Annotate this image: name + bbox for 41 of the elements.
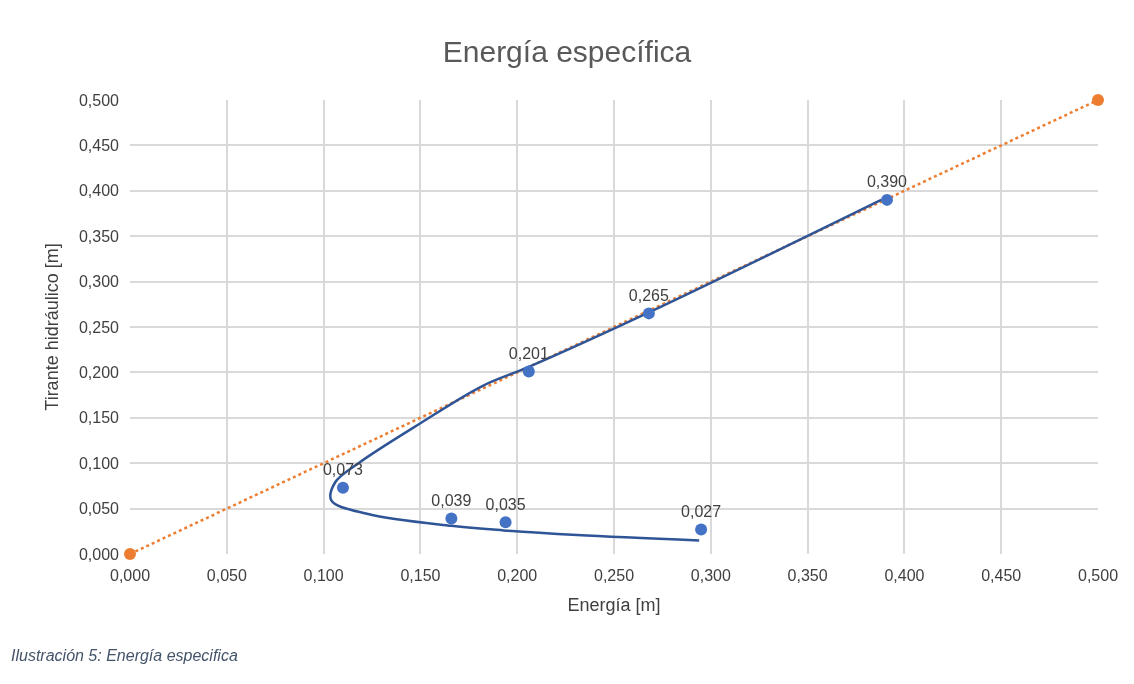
data-label: 0,027 [681,502,722,520]
x-tick-label: 0,400 [884,567,925,584]
data-label: 0,035 [485,495,526,513]
chart-title: Energía específica [442,35,692,69]
point [336,481,349,494]
y-tick-label: 0,250 [78,318,120,336]
y-tick-label: 0,400 [78,182,120,200]
point [499,516,512,529]
y-axis-title: Tirante hidráulico [m] [42,243,63,411]
x-tick-label: 0,500 [1077,567,1119,584]
point [124,548,136,560]
data-label: 0,201 [508,344,549,362]
text: Ilustración 5: Energía especifica [11,647,238,664]
point [1092,94,1104,106]
x-tick-label: 0,300 [690,567,731,584]
y-tick-label: 0,300 [78,273,120,291]
y-tick-label: 0,200 [78,364,120,381]
data-label: 0,265 [628,286,669,304]
point [695,523,708,536]
point [880,193,893,206]
y-tick-label: 0,050 [78,500,120,518]
x-tick-label: 0,100 [303,567,344,584]
y-tick-label: 0,100 [78,454,120,472]
x-tick-label: 0,050 [206,567,247,584]
y-tick-label: 0,350 [78,227,120,245]
point [522,365,535,378]
x-tick-label: 0,250 [593,567,635,584]
data-label: 0,390 [866,173,908,191]
x-axis-title: Energía [m] [567,595,661,616]
x-tick-label: 0,450 [981,567,1022,584]
y-tick-label: 0,000 [78,545,120,563]
y-tick-label: 0,150 [78,409,120,427]
x-tick-label: 0,200 [497,567,538,584]
x-tick-label: 0,000 [109,567,151,584]
y-tick-label: 0,500 [78,91,120,109]
point [445,512,458,525]
y-tick-label: 0,450 [78,137,120,154]
point [642,307,655,320]
x-tick-label: 0,150 [400,567,441,584]
x-tick-label: 0,350 [787,567,828,584]
data-label: 0,039 [431,492,472,510]
